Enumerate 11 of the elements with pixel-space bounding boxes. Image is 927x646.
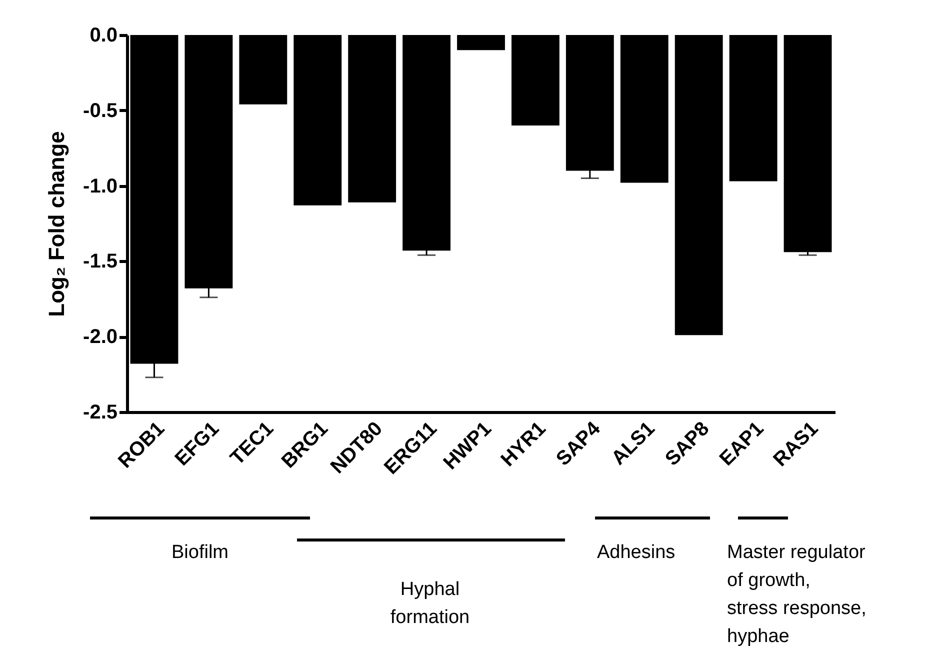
y-tick-label: -2.0: [83, 326, 118, 348]
text: Biofilm: [171, 542, 229, 563]
y-tick-label: -1.5: [83, 250, 118, 273]
text: Hyphal formation: [390, 579, 470, 628]
y-tick-label: -0.5: [83, 100, 118, 122]
y-axis-title: Log₂ Fold change: [44, 131, 70, 317]
text: Adhesins: [597, 542, 676, 563]
y-tick-label: -1.0: [83, 175, 118, 198]
text: Master regulator of growth, stress response, hyphae: [727, 542, 866, 646]
y-tick-label: -2.5: [83, 402, 118, 424]
y-tick-label: 0.0: [90, 24, 118, 46]
